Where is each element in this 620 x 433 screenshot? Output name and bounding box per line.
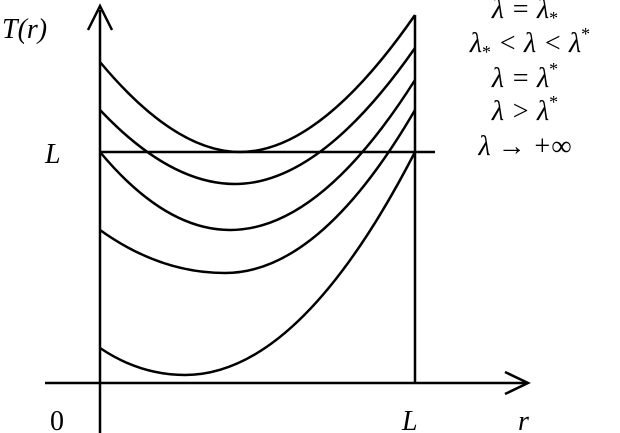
curve bbox=[99, 109, 417, 275]
x-arrow bbox=[504, 370, 531, 396]
curve bbox=[99, 79, 417, 232]
y-arrow bbox=[86, 3, 114, 31]
legend-item: λ* < λ < λ* bbox=[469, 24, 590, 62]
curve bbox=[99, 151, 417, 377]
curve bbox=[99, 47, 417, 186]
legend-item: λ = λ* bbox=[491, 59, 558, 94]
legend-item: λ → +∞ bbox=[478, 131, 572, 162]
curve bbox=[99, 14, 417, 154]
y-axis-label: T(r) bbox=[2, 14, 47, 45]
legend-item: λ = λ* bbox=[491, 0, 558, 28]
x-axis-label: r bbox=[518, 406, 529, 433]
y-level-label: L bbox=[44, 139, 61, 170]
x-level-label: L bbox=[401, 406, 418, 433]
legend-item: λ > λ* bbox=[491, 92, 558, 127]
origin-label: 0 bbox=[50, 406, 64, 433]
